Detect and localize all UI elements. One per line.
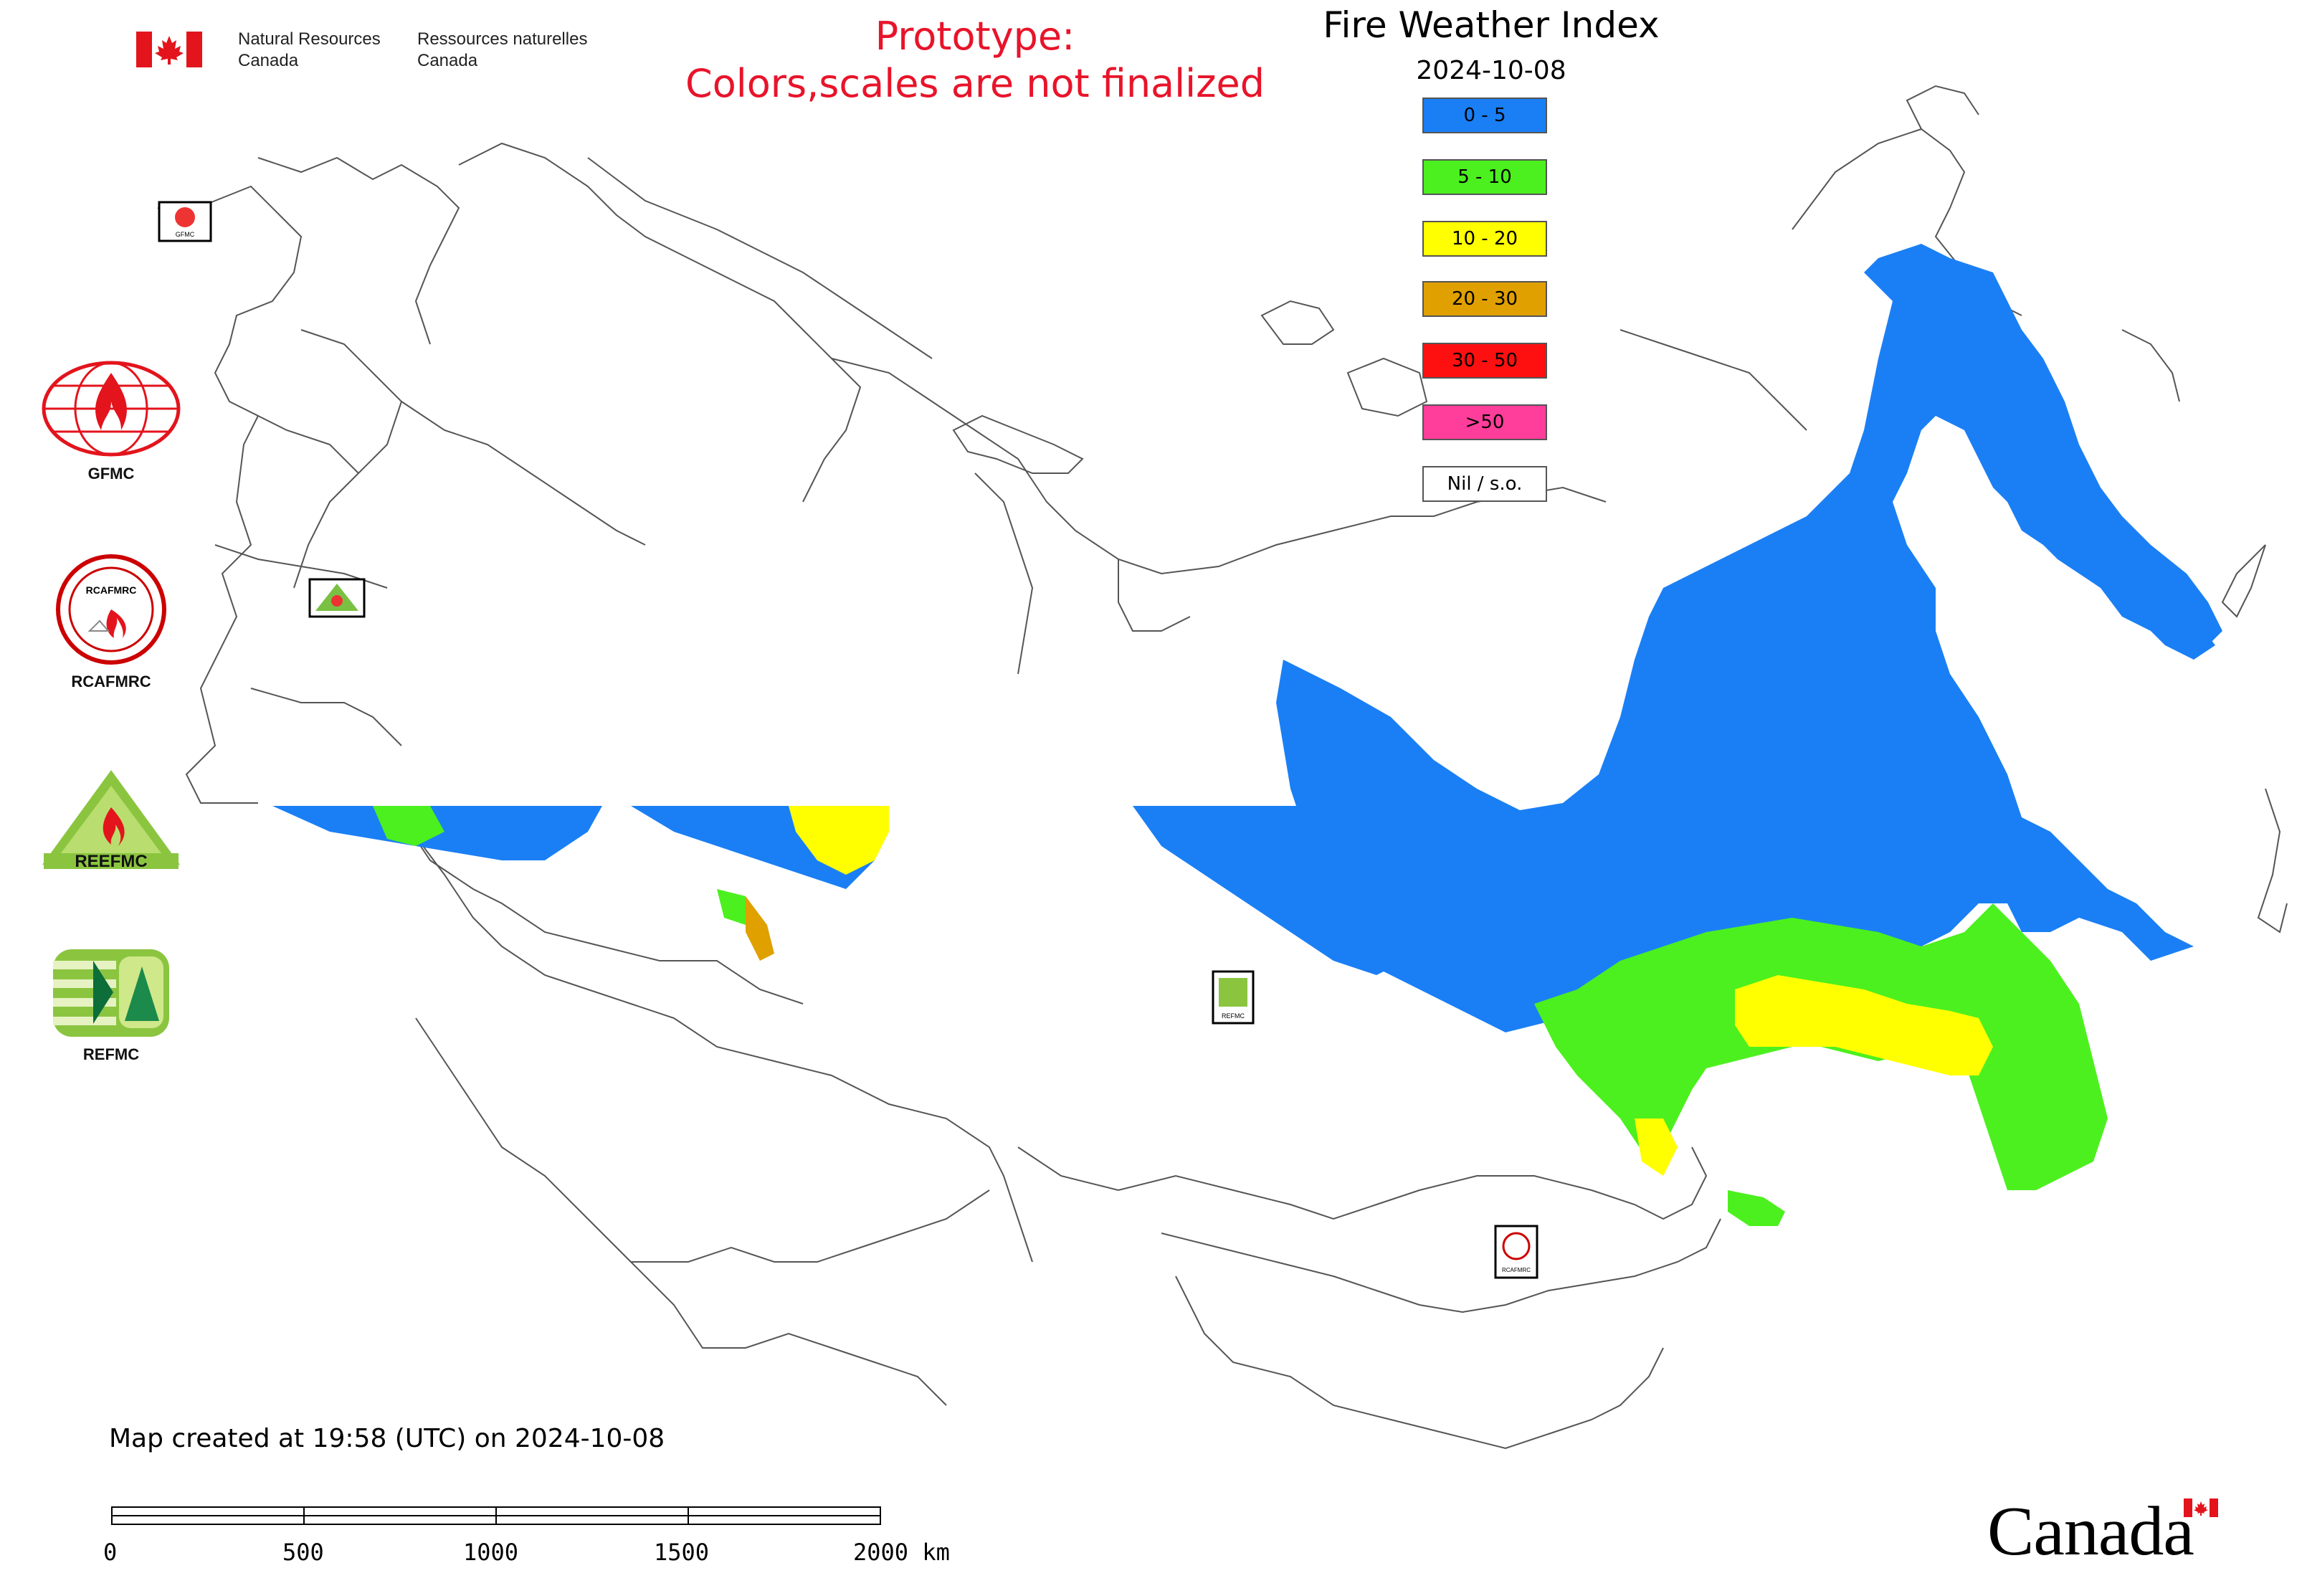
scale-tick-2000: 2000 km bbox=[853, 1539, 950, 1566]
prototype-notice: Prototype: Colors,scales are not finaliz… bbox=[645, 13, 1305, 108]
agency-en-line2: Canada bbox=[238, 51, 299, 70]
fwi-se-yellow-2 bbox=[1635, 1118, 1678, 1176]
canada-flag-icon bbox=[136, 32, 202, 67]
scale-bar bbox=[111, 1506, 881, 1525]
rcafmrc-label: RCAFMRC bbox=[71, 673, 151, 690]
fwi-se-yellow bbox=[1735, 975, 1993, 1075]
gfmc-icon bbox=[42, 361, 181, 457]
refmc-label: REFMC bbox=[82, 1045, 140, 1063]
svg-text:GFMC: GFMC bbox=[176, 231, 195, 238]
reefmc-icon: REEFMC bbox=[42, 770, 180, 871]
scale-tick-1000: 1000 bbox=[463, 1539, 519, 1566]
created-note: Map created at 19:58 (UTC) on 2024-10-08 bbox=[109, 1424, 665, 1453]
map-logo-reefmc-marker bbox=[308, 578, 366, 618]
agency-en-line1: Natural Resources bbox=[238, 29, 381, 49]
legend-item-1: 5 - 10 bbox=[1422, 159, 1547, 195]
prototype-line1: Prototype: bbox=[875, 14, 1075, 59]
prototype-line2: Colors,scales are not finalized bbox=[685, 61, 1265, 106]
svg-text:RCAFMRC: RCAFMRC bbox=[1502, 1267, 1531, 1273]
reefmc-logo: REEFMC bbox=[29, 764, 194, 875]
legend-item-4: 30 - 50 bbox=[1422, 343, 1547, 379]
legend-item-6: Nil / s.o. bbox=[1422, 466, 1547, 502]
gfmc-label: GFMC bbox=[87, 465, 135, 483]
svg-text:REFMC: REFMC bbox=[1222, 1012, 1245, 1020]
fwi-west-green-2 bbox=[717, 889, 746, 925]
gfmc-logo: GFMC bbox=[29, 358, 194, 483]
fwi-central-blue bbox=[1133, 806, 1405, 975]
fwi-sakhalin-green bbox=[1728, 1190, 1785, 1226]
canada-wordmark: Canada bbox=[1987, 1493, 2194, 1570]
refmc-icon bbox=[53, 949, 169, 1037]
rcafmrc-icon: RCAFMRC bbox=[56, 554, 166, 665]
scale-tick-500: 500 bbox=[282, 1539, 324, 1566]
legend-item-2: 10 - 20 bbox=[1422, 221, 1547, 257]
legend-item-0: 0 - 5 bbox=[1422, 98, 1547, 133]
refmc-logo: REFMC bbox=[29, 946, 194, 1064]
fwi-west-yellow bbox=[789, 806, 889, 875]
legend-item-5: >50 bbox=[1422, 404, 1547, 440]
map-date: 2024-10-08 bbox=[1416, 56, 1566, 85]
agency-name-en: Natural Resources Canada bbox=[238, 29, 381, 72]
fwi-kamchatka-blue bbox=[2007, 445, 2215, 660]
canada-wordmark-flag-icon bbox=[2184, 1498, 2218, 1517]
fwi-west-green-1 bbox=[373, 806, 444, 846]
map-logo-rcafmrc-marker: RCAFMRC bbox=[1494, 1225, 1538, 1279]
agency-name-fr: Ressources naturelles Canada bbox=[417, 29, 587, 72]
scale-tick-0: 0 bbox=[103, 1539, 118, 1566]
scale-tick-1500: 1500 bbox=[654, 1539, 710, 1566]
fwi-west-orange bbox=[746, 896, 774, 961]
fwi-raster bbox=[272, 244, 2222, 1226]
agency-fr-line1: Ressources naturelles bbox=[417, 29, 588, 49]
map-title: Fire Weather Index bbox=[1323, 4, 1660, 46]
fwi-east-blue bbox=[1276, 244, 2222, 1032]
reefmc-wordmark: REEFMC bbox=[75, 852, 147, 871]
svg-text:RCAFMRC: RCAFMRC bbox=[86, 584, 137, 596]
legend-item-3: 20 - 30 bbox=[1422, 281, 1547, 317]
agency-fr-line2: Canada bbox=[417, 51, 478, 70]
map-logo-gfmc-marker: GFMC bbox=[158, 201, 212, 242]
rcafmrc-logo: RCAFMRC RCAFMRC bbox=[29, 552, 194, 691]
map-logo-refmc-marker: REFMC bbox=[1212, 970, 1255, 1025]
